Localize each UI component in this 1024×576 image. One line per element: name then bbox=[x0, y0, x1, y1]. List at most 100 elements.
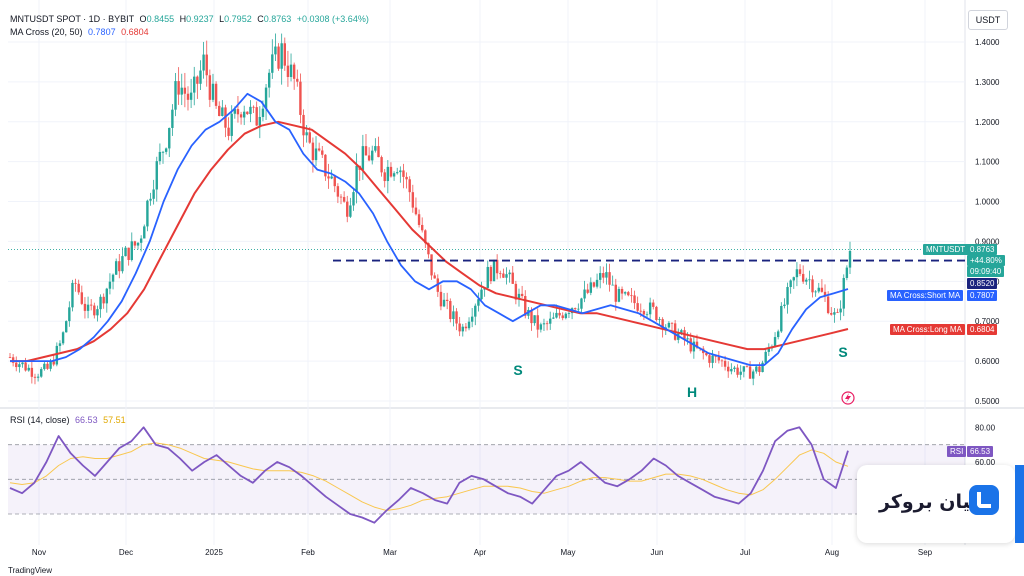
candle-body bbox=[558, 312, 561, 316]
candle-body bbox=[168, 127, 171, 149]
candle-body bbox=[605, 272, 608, 278]
accent-stripe bbox=[1015, 465, 1024, 543]
candle-body bbox=[99, 296, 102, 310]
candle-body bbox=[680, 330, 683, 334]
candle-body bbox=[486, 266, 489, 288]
candle-body bbox=[848, 250, 852, 268]
candle-body bbox=[121, 256, 124, 272]
candle-body bbox=[658, 319, 661, 321]
candle-body bbox=[289, 64, 293, 78]
candle-body bbox=[21, 362, 24, 365]
price-tag: 0.8763 bbox=[967, 244, 998, 255]
candle-body bbox=[258, 116, 262, 126]
candle-body bbox=[321, 150, 324, 155]
candle-body bbox=[314, 148, 318, 161]
candle-body bbox=[36, 376, 40, 378]
y-tick-label: 1.4000 bbox=[975, 38, 1000, 47]
candle-body bbox=[139, 238, 143, 243]
candle-body bbox=[805, 279, 808, 282]
ma-short-value: 0.7807 bbox=[88, 27, 116, 37]
candle-body bbox=[708, 355, 711, 363]
candle-body bbox=[227, 127, 230, 136]
candle-body bbox=[233, 109, 237, 114]
shoulder-right-label: S bbox=[838, 344, 847, 360]
rsi-ma-line bbox=[9, 442, 849, 511]
candle-body bbox=[826, 296, 830, 314]
candle-body bbox=[214, 83, 218, 106]
candle-body bbox=[505, 274, 508, 278]
candle-body bbox=[730, 368, 733, 372]
rsi-value: 66.53 bbox=[75, 415, 98, 425]
candle-body bbox=[317, 148, 321, 151]
x-tick-label: 2025 bbox=[205, 548, 223, 557]
candle-body bbox=[308, 132, 311, 143]
candle-body bbox=[561, 315, 564, 319]
candle-body bbox=[745, 366, 749, 368]
candle-body bbox=[636, 303, 639, 311]
candle-body bbox=[164, 148, 168, 152]
candle-body bbox=[808, 279, 811, 281]
y-tick-label: 1.2000 bbox=[975, 118, 1000, 127]
short-ma-label-tag: MA Cross:Short MA bbox=[887, 290, 964, 301]
candle-body bbox=[733, 367, 736, 369]
broker-logo-text: لیان بروکر bbox=[879, 491, 978, 513]
candle-body bbox=[467, 321, 471, 329]
candle-body bbox=[324, 154, 327, 177]
candle-body bbox=[789, 280, 792, 288]
candle-body bbox=[439, 291, 443, 307]
candle-body bbox=[267, 72, 271, 88]
candle-body bbox=[52, 361, 55, 365]
candle-body bbox=[186, 93, 190, 100]
x-tick-label: Aug bbox=[825, 548, 839, 557]
candle-body bbox=[405, 176, 408, 180]
ma-long-value: 0.6804 bbox=[121, 27, 149, 37]
candle-body bbox=[283, 43, 286, 66]
candle-body bbox=[502, 273, 505, 278]
x-tick-label: Sep bbox=[918, 548, 933, 557]
candle-body bbox=[11, 357, 15, 363]
candle-body bbox=[433, 275, 436, 279]
candle-body bbox=[814, 291, 817, 293]
candle-body bbox=[592, 282, 596, 287]
neckline-tag: 0.8520 bbox=[967, 278, 998, 289]
open-label: O bbox=[139, 14, 147, 24]
rsi-tick-label: 60.00 bbox=[975, 458, 996, 467]
candle-body bbox=[508, 272, 511, 275]
symbol-line: MNTUSDT SPOT · 1D · BYBIT bbox=[10, 14, 135, 24]
countdown-tag: 09:09:40 bbox=[967, 266, 1005, 277]
candle-body bbox=[755, 366, 758, 372]
candle-body bbox=[127, 247, 130, 260]
candle-body bbox=[408, 179, 411, 193]
currency-button[interactable]: USDT bbox=[968, 10, 1008, 30]
candle-body bbox=[377, 146, 380, 158]
candle-body bbox=[193, 76, 196, 93]
candle-body bbox=[386, 166, 390, 182]
candle-body bbox=[776, 331, 780, 338]
y-tick-label: 1.3000 bbox=[975, 78, 1000, 87]
candle-body bbox=[246, 111, 249, 115]
candle-body bbox=[102, 296, 105, 304]
short-ma-line bbox=[10, 92, 849, 366]
candle-body bbox=[371, 150, 374, 161]
candle-body bbox=[670, 322, 674, 324]
y-tick-label: 1.0000 bbox=[975, 198, 1000, 207]
candle-body bbox=[411, 192, 415, 208]
candle-body bbox=[333, 176, 336, 187]
candle-body bbox=[652, 302, 655, 307]
candle-body bbox=[445, 299, 449, 302]
candle-body bbox=[299, 81, 302, 115]
candle-body bbox=[155, 161, 158, 190]
candle-body bbox=[761, 362, 764, 373]
candle-body bbox=[549, 318, 552, 324]
change-value: +0.0308 (+3.64%) bbox=[296, 14, 369, 24]
candle-body bbox=[474, 305, 477, 317]
candle-body bbox=[499, 273, 502, 275]
candle-body bbox=[277, 46, 280, 69]
candle-body bbox=[199, 70, 202, 84]
candle-body bbox=[118, 261, 121, 272]
candle-body bbox=[143, 226, 146, 239]
candle-body bbox=[230, 113, 233, 136]
candle-body bbox=[711, 355, 714, 363]
candle-body bbox=[336, 186, 340, 197]
